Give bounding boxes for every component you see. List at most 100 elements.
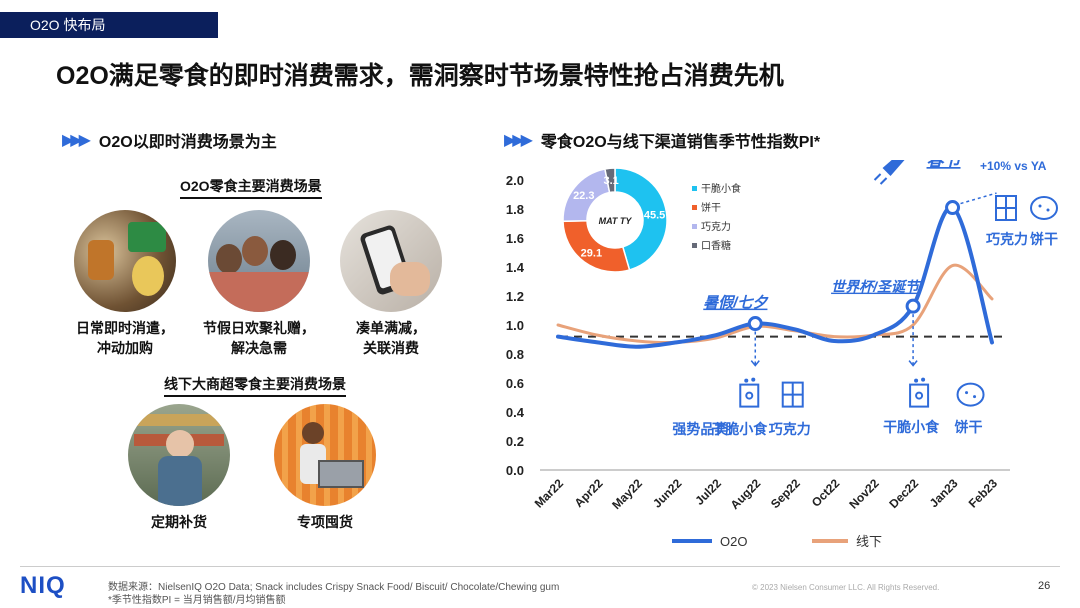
x-tick-label: Apr22 [572, 476, 606, 510]
pie-legend-label: 巧克力 [701, 220, 731, 233]
arrow-spring [960, 192, 997, 205]
bag-outline [909, 383, 930, 408]
x-tick-label: May22 [609, 476, 645, 512]
biscuit-dot [1038, 204, 1042, 208]
bag-mark [915, 391, 924, 400]
scene-caption-line: 日常即时消遣， [76, 320, 174, 336]
y-tick-label: 2.0 [506, 173, 524, 188]
rocket-icon [873, 160, 905, 185]
bag-outline [739, 383, 760, 408]
o2o-highlight-point [945, 200, 961, 216]
y-tick-label: 0.0 [506, 463, 524, 478]
biscuit-icon [956, 382, 985, 407]
crispy-snack-icon [909, 377, 930, 408]
dec-category: 饼干 [955, 419, 983, 435]
footer-source: 数据来源：NielsenIQ O2O Data; Snack includes … [108, 582, 560, 593]
pie-slice [614, 167, 668, 271]
page-number: 26 [1038, 580, 1051, 592]
scene-caption-stockup: 专项囤货 [255, 512, 395, 532]
pie-value-label: 22.3 [573, 190, 594, 202]
bag-crumb [914, 378, 919, 383]
annotation-spring: 春节 [927, 160, 964, 170]
arrow-summer-head [750, 360, 760, 367]
y-tick-label: 0.6 [506, 376, 524, 391]
scene-photo-stockup [274, 404, 376, 506]
scene-photo-supermarket [128, 404, 230, 506]
spring-category: 巧克力 [986, 231, 1028, 247]
legend: O2O 线下 [672, 534, 882, 549]
y-tick-label: 1.8 [506, 202, 524, 217]
summer-category: 巧克力 [769, 421, 811, 437]
offline-line [556, 264, 994, 345]
scene-caption-phone: 凑单满减， 关联消费 [321, 318, 461, 358]
o2o-subheading: O2O零食主要消费场景 [180, 176, 322, 199]
summer-category: 干脆小食 [711, 421, 768, 437]
left-heading-text: O2O以即时消费场景为主 [98, 134, 277, 151]
niq-logo: NIQ [20, 572, 66, 599]
x-tick-label: Dec22 [886, 476, 921, 511]
pie-legend-label: 饼干 [701, 201, 721, 214]
biscuit-outline [1030, 196, 1058, 220]
pie-legend-swatch [692, 186, 697, 191]
annotation-worldcup: 世界杯/圣诞节 [831, 279, 922, 295]
y-axis: 0.0 0.2 0.4 0.6 0.8 1.0 1.2 1.4 1.6 1.8 2.0 [506, 173, 1010, 478]
pie-legend-swatch [692, 224, 697, 229]
crispy-snack-icon [739, 377, 760, 408]
rocket-trail [873, 173, 888, 185]
pie-legend-label: 干脆小食 [701, 182, 741, 195]
bag-crumb [751, 377, 756, 382]
spring-category: 饼干 [1030, 231, 1058, 247]
pie-legend-label: 口香糖 [701, 239, 731, 252]
y-tick-label: 1.0 [506, 318, 524, 333]
x-tick-label: Oct22 [809, 476, 843, 510]
x-tick-label: Sep22 [768, 476, 803, 511]
footer-divider [20, 566, 1060, 567]
section-tag: O2O 快布局 [0, 12, 218, 38]
pie-value-label: 45.5 [644, 209, 665, 221]
series-lines [556, 200, 994, 349]
dec-category: 干脆小食 [883, 419, 940, 435]
arrow-dec-head [908, 360, 918, 367]
biscuit-outline [956, 382, 985, 407]
o2o-line [556, 205, 994, 349]
x-axis: Mar22 Apr22 May22 Jun22 Jul22 Aug22 Sep22 Oct22… [532, 476, 1001, 512]
scene-caption-line: 解决急需 [231, 340, 287, 356]
scene-caption-line: 定期补货 [151, 514, 207, 530]
annotation-summer: 暑假/七夕 [703, 295, 769, 312]
x-tick-label: Jul22 [692, 476, 724, 508]
annotation-spring-note2: +10% vs YA [980, 160, 1047, 173]
right-heading: ▶▶▶ 零食O2O与线下渠道销售季节性指数PI* [504, 128, 820, 152]
y-tick-label: 0.8 [506, 347, 524, 362]
pie-slice [604, 167, 616, 194]
left-heading: ▶▶▶ O2O以即时消费场景为主 [62, 128, 277, 152]
legend-label-offline: 线下 [856, 534, 882, 549]
bag-mark [745, 391, 754, 400]
x-tick-label: Jan23 [927, 476, 961, 510]
scene-caption-line: 关联消费 [363, 340, 419, 356]
x-tick-label: Mar22 [532, 476, 567, 511]
scene-caption-line: 节假日欢聚礼赠， [203, 320, 315, 336]
o2o-highlight-point [747, 316, 763, 332]
x-tick-label: Feb23 [966, 476, 1001, 511]
scene-photo-party [208, 210, 310, 312]
offline-subheading: 线下大商超零食主要消费场景 [164, 374, 346, 397]
y-tick-label: 0.4 [506, 405, 525, 420]
pie-legend-swatch [692, 243, 697, 248]
biscuit-dot [1046, 208, 1050, 212]
biscuit-dot [973, 395, 977, 399]
pie-value-label: 29.1 [581, 247, 602, 259]
scene-caption-line: 凑单满减， [356, 320, 426, 336]
scene-caption-restock: 定期补货 [109, 512, 249, 532]
biscuit-icon [1030, 196, 1058, 220]
footer-copyright: © 2023 Nielsen Consumer LLC. All Rights … [752, 583, 940, 592]
o2o-highlight-point [905, 298, 921, 314]
strong-category-label: 强势品类: [672, 421, 733, 437]
right-heading-text: 零食O2O与线下渠道销售季节性指数PI* [540, 134, 821, 151]
legend-label-o2o: O2O [720, 534, 747, 549]
x-tick-label: Nov22 [846, 476, 882, 512]
scene-caption-line: 冲动加购 [97, 340, 153, 356]
pie-value-label: 3.1 [603, 175, 618, 187]
scene-caption-party: 节假日欢聚礼赠， 解决急需 [189, 318, 329, 358]
